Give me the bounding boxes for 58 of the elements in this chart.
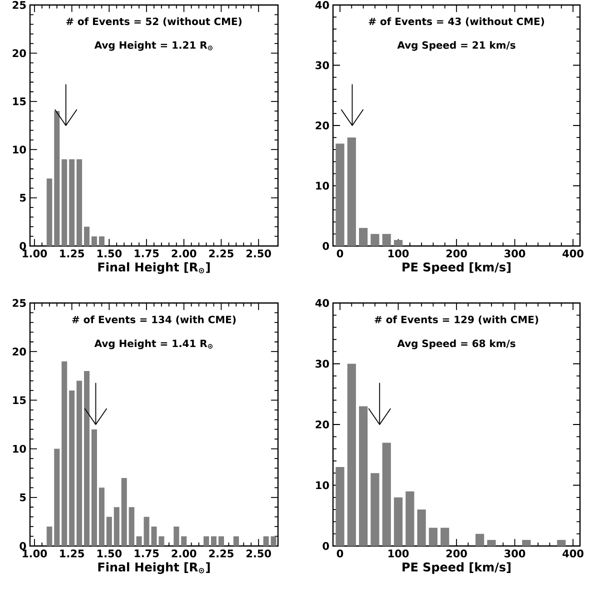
y-tick-label: 20 bbox=[316, 420, 329, 428]
ref-line-label: Avg Height = 1.41 R$_{⊙}$ bbox=[94, 339, 213, 350]
annotation: # of Events = 129 (with CME) bbox=[374, 316, 538, 324]
ref-line-label: Avg Speed = 21 km/s bbox=[397, 41, 516, 51]
y-tick-label: 40 bbox=[315, 299, 329, 307]
x-tick-label: 1.75 bbox=[134, 250, 159, 258]
y-tick-label: 25 bbox=[12, 1, 26, 9]
annotation: # of Events = 52 (without CME) bbox=[66, 17, 242, 26]
y-tick-label: 20 bbox=[12, 348, 26, 356]
y-tick-label: 10 bbox=[13, 146, 26, 154]
x-tick-label: 1.50 bbox=[97, 250, 122, 258]
ref-line-label: Avg Speed = 68 km/s bbox=[397, 339, 516, 350]
x-tick-label: 100 bbox=[388, 550, 409, 558]
x-tick-label: 2.00 bbox=[172, 550, 196, 558]
x-tick-label: 400 bbox=[562, 550, 584, 558]
y-tick-label: 20 bbox=[12, 49, 26, 58]
x-axis-title: PE Speed [km/s] bbox=[402, 262, 510, 274]
x-tick-label: 300 bbox=[504, 250, 526, 258]
y-tick-label: 5 bbox=[20, 194, 26, 202]
x-tick-label: 2.25 bbox=[209, 550, 234, 558]
y-tick-label: 30 bbox=[316, 61, 329, 70]
x-axis-title: Final Height [R$_{⊙}$] bbox=[98, 262, 210, 274]
x-tick-label: 1.25 bbox=[60, 250, 84, 258]
y-tick-label: 30 bbox=[316, 360, 329, 368]
x-tick-label: 1.25 bbox=[60, 550, 84, 558]
x-tick-label: 200 bbox=[446, 550, 467, 558]
x-tick-label: 0 bbox=[336, 550, 344, 558]
annotation: # of Events = 43 (without CME) bbox=[368, 17, 544, 26]
x-axis-title: PE Speed [km/s] bbox=[402, 562, 510, 574]
y-tick-label: 10 bbox=[316, 481, 329, 490]
ref-line-label: Avg Height = 1.21 R$_{⊙}$ bbox=[94, 41, 213, 51]
x-tick-label: 1.50 bbox=[97, 550, 122, 558]
x-tick-label: 0 bbox=[336, 250, 344, 258]
x-tick-label: 2.00 bbox=[172, 250, 196, 258]
x-tick-label: 1.00 bbox=[22, 550, 47, 558]
y-tick-label: 5 bbox=[20, 494, 26, 502]
y-tick-label: 0 bbox=[20, 242, 26, 250]
x-tick-label: 1.75 bbox=[134, 550, 159, 558]
x-tick-label: 2.50 bbox=[246, 550, 271, 558]
y-tick-label: 0 bbox=[20, 542, 26, 550]
x-axis-title: Final Height [R$_{⊙}$] bbox=[98, 562, 210, 574]
y-tick-label: 15 bbox=[13, 98, 26, 106]
y-tick-label: 25 bbox=[12, 299, 26, 307]
x-tick-label: 200 bbox=[446, 250, 467, 258]
x-tick-label: 300 bbox=[504, 550, 526, 558]
y-tick-label: 20 bbox=[316, 122, 329, 130]
y-tick-label: 10 bbox=[316, 182, 329, 190]
y-tick-label: 0 bbox=[322, 242, 329, 250]
x-tick-label: 100 bbox=[388, 250, 409, 258]
x-tick-label: 2.25 bbox=[209, 250, 234, 258]
annotation: # of Events = 134 (with CME) bbox=[72, 316, 236, 324]
y-tick-label: 10 bbox=[13, 444, 26, 453]
y-tick-label: 40 bbox=[315, 1, 329, 9]
x-tick-label: 1.00 bbox=[22, 250, 47, 258]
y-tick-label: 0 bbox=[322, 542, 329, 550]
x-tick-label: 400 bbox=[562, 250, 584, 258]
x-tick-label: 2.50 bbox=[246, 250, 271, 258]
y-tick-label: 15 bbox=[13, 396, 26, 404]
